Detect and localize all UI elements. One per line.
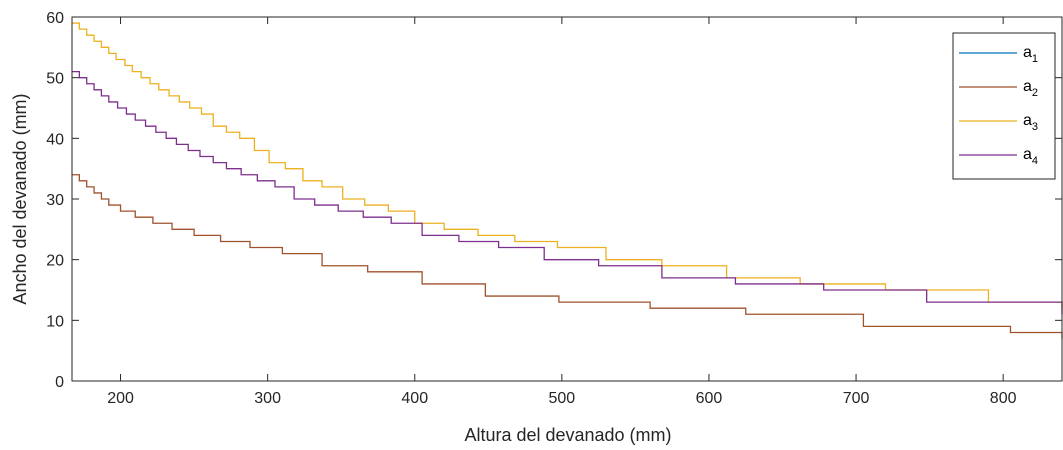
- y-tick-label: 60: [46, 10, 64, 27]
- series-line-a4: [72, 70, 1063, 315]
- legend: a1 a2 a3 a4: [952, 32, 1056, 180]
- y-tick-label: 20: [46, 253, 64, 270]
- x-tick-label: 600: [696, 390, 723, 407]
- x-tick-label: 200: [107, 390, 134, 407]
- legend-box: [952, 32, 1056, 180]
- y-tick-label: 10: [46, 313, 64, 330]
- legend-label-a4: a4: [1023, 146, 1038, 167]
- series-layer: [72, 22, 1063, 339]
- x-tick-label: 700: [843, 390, 870, 407]
- axes: [71, 16, 1063, 382]
- plot-area: [72, 17, 1062, 381]
- plot-background: [72, 17, 1062, 381]
- y-tick-label: 30: [46, 192, 64, 209]
- legend-label-a1: a1: [1023, 44, 1038, 65]
- y-tick-label: 40: [46, 131, 64, 148]
- tick-labels: 200 300 400 500 600 700 800 0 10 20 30 40 50 60: [46, 10, 1016, 407]
- legend-label-a2: a2: [1023, 78, 1038, 99]
- x-tick-label: 400: [401, 390, 428, 407]
- x-axis-label: Altura del devanado (mm): [464, 425, 671, 445]
- x-tick-label: 500: [548, 390, 575, 407]
- y-tick-label: 50: [46, 71, 64, 88]
- x-tick-label: 300: [254, 390, 281, 407]
- x-tick-label: 800: [990, 390, 1017, 407]
- legend-label-a3: a3: [1023, 112, 1038, 133]
- series-line-a3: [72, 22, 1063, 309]
- series-line-a2: [72, 174, 1063, 339]
- y-axis-label: Ancho del devanado (mm): [10, 93, 30, 304]
- y-tick-label: 0: [55, 374, 64, 391]
